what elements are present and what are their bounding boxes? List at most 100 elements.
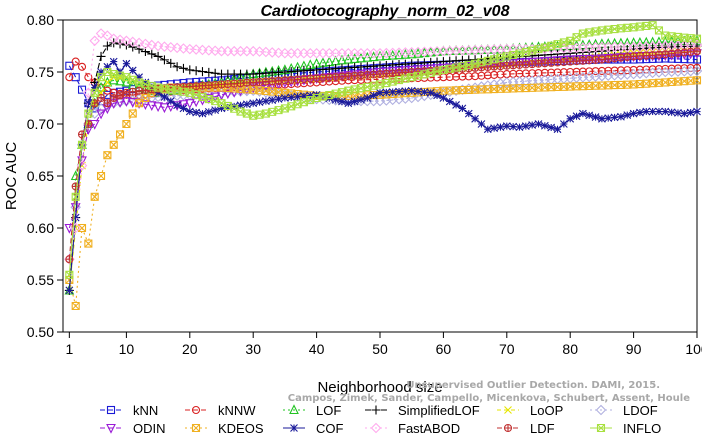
x-tick-label-5: 50 — [372, 341, 388, 357]
point-SimplifiedLOF — [147, 49, 157, 59]
point-COF — [135, 73, 143, 82]
point-KDEOS — [128, 109, 137, 118]
point-COF — [230, 102, 239, 111]
point-ODIN — [362, 69, 373, 79]
point-ODIN — [127, 98, 138, 108]
legend-marker-INFLO — [596, 423, 606, 433]
point-COF — [420, 88, 429, 96]
legend-marker-LDF — [503, 423, 513, 433]
point-ODIN — [368, 68, 379, 79]
point-COF — [338, 97, 346, 106]
x-axis: 1 10 20 30 40 50 60 70 80 90 100 — [65, 332, 702, 357]
legend-marker-kNN — [106, 405, 116, 415]
point-COF — [674, 109, 682, 117]
point-kNN — [71, 73, 80, 82]
point-kNN — [77, 85, 87, 94]
legend-item-LDOF: LDOF — [590, 403, 658, 418]
point-kNN — [65, 61, 74, 70]
point-FastABOD — [152, 40, 164, 52]
point-ODIN — [495, 60, 506, 70]
point-ODIN — [375, 67, 385, 78]
point-LOF — [70, 170, 81, 181]
point-COF — [655, 107, 663, 116]
point-kNNW — [477, 71, 486, 80]
point-FastABOD — [140, 38, 151, 50]
point-COF — [610, 113, 619, 122]
point-COF — [496, 123, 505, 132]
point-COF — [566, 114, 575, 123]
x-tick-label-2: 20 — [182, 341, 198, 357]
point-COF — [192, 108, 201, 117]
y-axis: 0.50 0.55 0.60 0.65 0.70 0.75 0.80 — [27, 12, 63, 340]
point-ODIN — [184, 99, 195, 109]
point-LDF — [65, 255, 74, 264]
point-COF — [426, 88, 435, 97]
point-COF — [661, 107, 670, 116]
point-COF — [395, 87, 403, 96]
watermark-line-1: Unsupervised Outlier Detection. DAMI, 20… — [406, 380, 660, 391]
point-kNNW — [77, 62, 87, 71]
point-COF — [553, 125, 562, 134]
point-COF — [598, 114, 606, 123]
point-SimplifiedLOF — [210, 68, 220, 78]
point-INFLO — [77, 140, 87, 149]
point-COF — [502, 122, 511, 130]
point-LOF — [514, 42, 525, 53]
point-kNNW — [648, 65, 657, 74]
point-COF — [414, 87, 422, 96]
legend: kNN kNNW LOF SimplifiedLOF LoOP LDOF ODIN KDEOS… — [100, 403, 661, 434]
point-COF — [642, 107, 651, 116]
point-ODIN — [552, 56, 563, 67]
point-LOF — [102, 76, 113, 87]
point-ODIN — [387, 67, 398, 77]
point-ODIN — [590, 54, 601, 65]
point-FastABOD — [76, 160, 88, 171]
legend-item-INFLO: INFLO — [590, 421, 661, 434]
point-kNNW — [585, 67, 594, 76]
x-tick-label-3: 30 — [245, 341, 261, 357]
point-COF — [160, 93, 169, 101]
point-FastABOD — [171, 42, 183, 54]
point-kNNW — [673, 64, 683, 73]
point-kNNW — [496, 70, 505, 79]
point-COF — [65, 286, 74, 295]
point-ODIN — [159, 103, 170, 114]
point-ODIN — [356, 69, 366, 80]
y-tick-label-3: 0.65 — [27, 168, 54, 184]
point-KDEOS — [692, 76, 702, 85]
point-FastABOD — [114, 34, 126, 46]
point-kNNW — [553, 68, 562, 77]
point-COF — [274, 95, 283, 103]
legend-label-LOF: LOF — [316, 403, 341, 418]
point-COF — [693, 107, 701, 116]
point-COF — [509, 122, 518, 131]
point-ODIN — [558, 55, 569, 66]
point-COF — [401, 87, 410, 96]
point-kNNW — [84, 73, 93, 82]
point-LOF — [115, 75, 125, 86]
point-COF — [464, 109, 473, 118]
point-kNNW — [566, 67, 575, 77]
point-ODIN — [514, 58, 525, 69]
point-COF — [357, 95, 365, 104]
point-LOF — [362, 51, 373, 62]
point-COF — [211, 106, 220, 115]
point-kNNW — [629, 65, 638, 74]
point-KDEOS — [71, 301, 80, 311]
y-tick-label-1: 0.55 — [27, 272, 54, 288]
legend-marker-SimplifiedLOF — [371, 405, 381, 415]
point-kNNW — [616, 66, 625, 75]
point-COF — [667, 108, 676, 117]
legend-item-LOF: LOF — [283, 403, 341, 418]
legend-marker-FastABOD — [370, 422, 382, 434]
point-COF — [255, 98, 264, 107]
point-ODIN — [413, 65, 423, 76]
point-COF — [242, 100, 251, 109]
point-ODIN — [178, 100, 189, 110]
point-SimplifiedLOF — [134, 44, 144, 54]
point-ODIN — [527, 57, 538, 68]
watermark-line-2: Campos, Zimek, Sander, Campello, Micenko… — [288, 393, 690, 404]
point-COF — [261, 97, 270, 106]
point-COF — [217, 104, 226, 113]
point-ODIN — [349, 70, 360, 81]
